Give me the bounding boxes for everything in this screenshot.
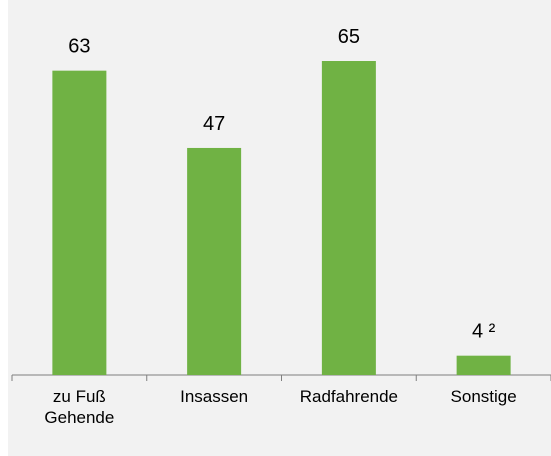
bar <box>52 70 107 376</box>
x-tick-label: Insassen <box>147 386 282 407</box>
data-label: 63 <box>68 36 90 58</box>
x-tick-text: Radfahrende <box>299 387 399 406</box>
bar <box>456 355 511 375</box>
data-label: 4 ² <box>472 321 496 343</box>
x-tick-text: Insassen <box>180 387 249 406</box>
bar <box>321 61 376 375</box>
x-tick-label: Sonstige <box>416 386 551 407</box>
data-label: 65 <box>338 26 360 48</box>
x-tick-text: zu Fuß Gehende <box>44 387 115 427</box>
x-tick-label: zu Fuß Gehende <box>12 386 147 428</box>
data-label: 47 <box>203 113 225 135</box>
x-tick-label: Radfahrende <box>282 386 417 407</box>
x-tick-text: Sonstige <box>450 387 517 406</box>
bar <box>187 147 242 375</box>
